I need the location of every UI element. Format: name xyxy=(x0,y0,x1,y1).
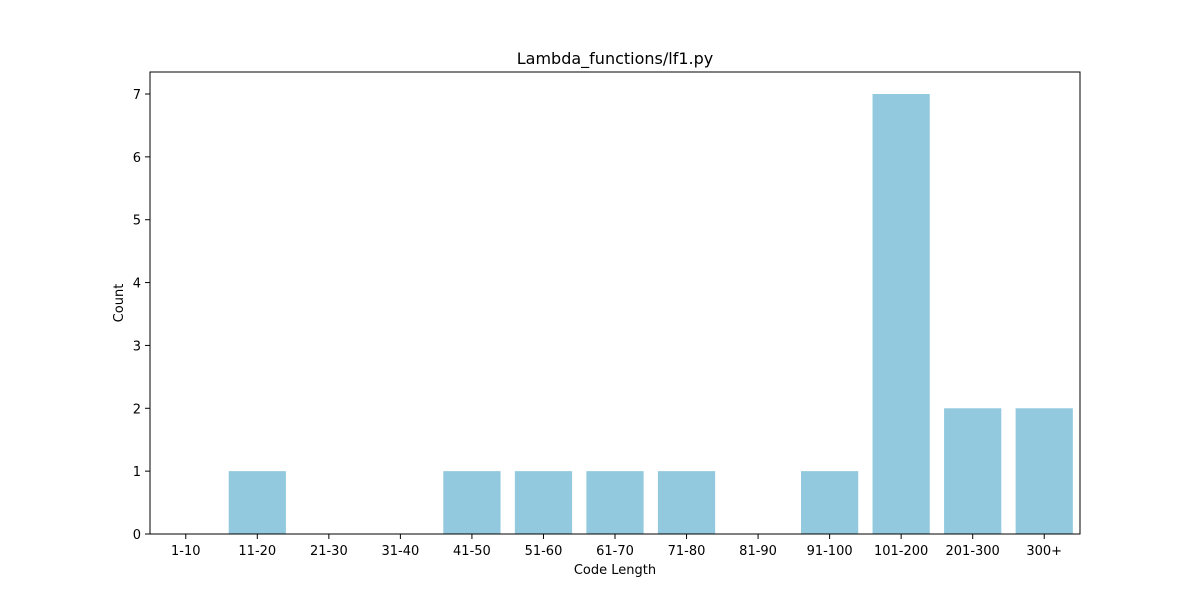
x-tick-label: 51-60 xyxy=(525,544,563,559)
bar-91-100 xyxy=(801,471,859,534)
x-tick-label: 21-30 xyxy=(310,544,348,559)
x-tick-label: 61-70 xyxy=(596,544,634,559)
y-tick-label: 4 xyxy=(133,277,141,292)
y-axis-label: Count xyxy=(112,284,127,323)
bar-41-50 xyxy=(443,471,501,534)
x-tick-label: 201-300 xyxy=(946,544,1000,559)
x-tick-label: 91-100 xyxy=(807,544,853,559)
bar-201-300 xyxy=(944,408,1002,534)
x-tick-label: 11-20 xyxy=(238,544,276,559)
bar-101-200 xyxy=(872,94,930,534)
bar-71-80 xyxy=(657,471,716,534)
chart-title: Lambda_functions/lf1.py xyxy=(517,49,713,69)
x-tick-label: 81-90 xyxy=(739,544,777,559)
y-axis: 0 1 2 3 4 5 6 7 xyxy=(133,88,150,543)
bar-51-60 xyxy=(514,471,573,534)
bar-61-70 xyxy=(586,471,644,534)
x-axis-label: Code Length xyxy=(574,563,656,578)
y-tick-label: 5 xyxy=(133,214,141,229)
y-tick-label: 0 xyxy=(133,528,141,543)
x-tick-label: 300+ xyxy=(1026,544,1062,559)
y-tick-label: 6 xyxy=(133,151,141,166)
bars-group xyxy=(228,94,1073,534)
x-tick-label: 31-40 xyxy=(381,544,419,559)
x-axis: 1-10 11-20 21-30 31-40 41-50 51-60 61-70 71-80 8… xyxy=(171,534,1062,559)
y-tick-label: 7 xyxy=(133,88,141,103)
y-tick-label: 3 xyxy=(133,339,141,354)
plot-area-frame xyxy=(149,71,1081,535)
x-tick-label: 101-200 xyxy=(874,544,928,559)
bar-11-20 xyxy=(228,471,286,534)
x-tick-label: 41-50 xyxy=(453,544,491,559)
y-tick-label: 1 xyxy=(133,465,141,480)
x-tick-label: 1-10 xyxy=(171,544,201,559)
bar-300+ xyxy=(1015,408,1073,534)
x-tick-label: 71-80 xyxy=(668,544,706,559)
y-tick-label: 2 xyxy=(133,402,141,417)
